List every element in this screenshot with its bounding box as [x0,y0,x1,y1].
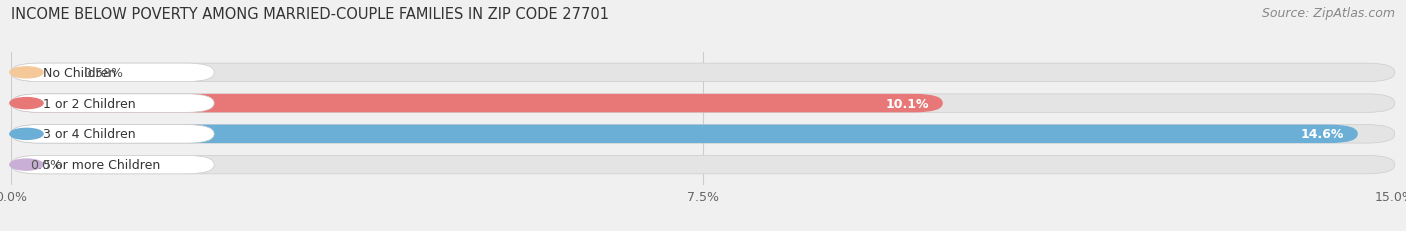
FancyBboxPatch shape [11,156,1395,174]
Text: 1 or 2 Children: 1 or 2 Children [44,97,136,110]
FancyBboxPatch shape [11,156,214,174]
Circle shape [10,67,44,79]
Text: 5 or more Children: 5 or more Children [44,158,160,171]
Text: Source: ZipAtlas.com: Source: ZipAtlas.com [1261,7,1395,20]
Text: 0.0%: 0.0% [30,158,62,171]
Text: 3 or 4 Children: 3 or 4 Children [44,128,136,141]
Text: INCOME BELOW POVERTY AMONG MARRIED-COUPLE FAMILIES IN ZIP CODE 27701: INCOME BELOW POVERTY AMONG MARRIED-COUPL… [11,7,609,22]
FancyBboxPatch shape [11,64,65,82]
Circle shape [10,129,44,140]
FancyBboxPatch shape [11,94,214,113]
FancyBboxPatch shape [11,64,214,82]
FancyBboxPatch shape [11,94,1395,113]
Text: 10.1%: 10.1% [886,97,929,110]
FancyBboxPatch shape [11,94,943,113]
FancyBboxPatch shape [11,64,1395,82]
Text: 0.58%: 0.58% [83,67,124,79]
FancyBboxPatch shape [11,125,1395,143]
Circle shape [10,98,44,109]
Circle shape [10,159,44,170]
Text: 14.6%: 14.6% [1301,128,1344,141]
FancyBboxPatch shape [11,125,214,143]
Text: No Children: No Children [44,67,117,79]
FancyBboxPatch shape [11,125,1358,143]
